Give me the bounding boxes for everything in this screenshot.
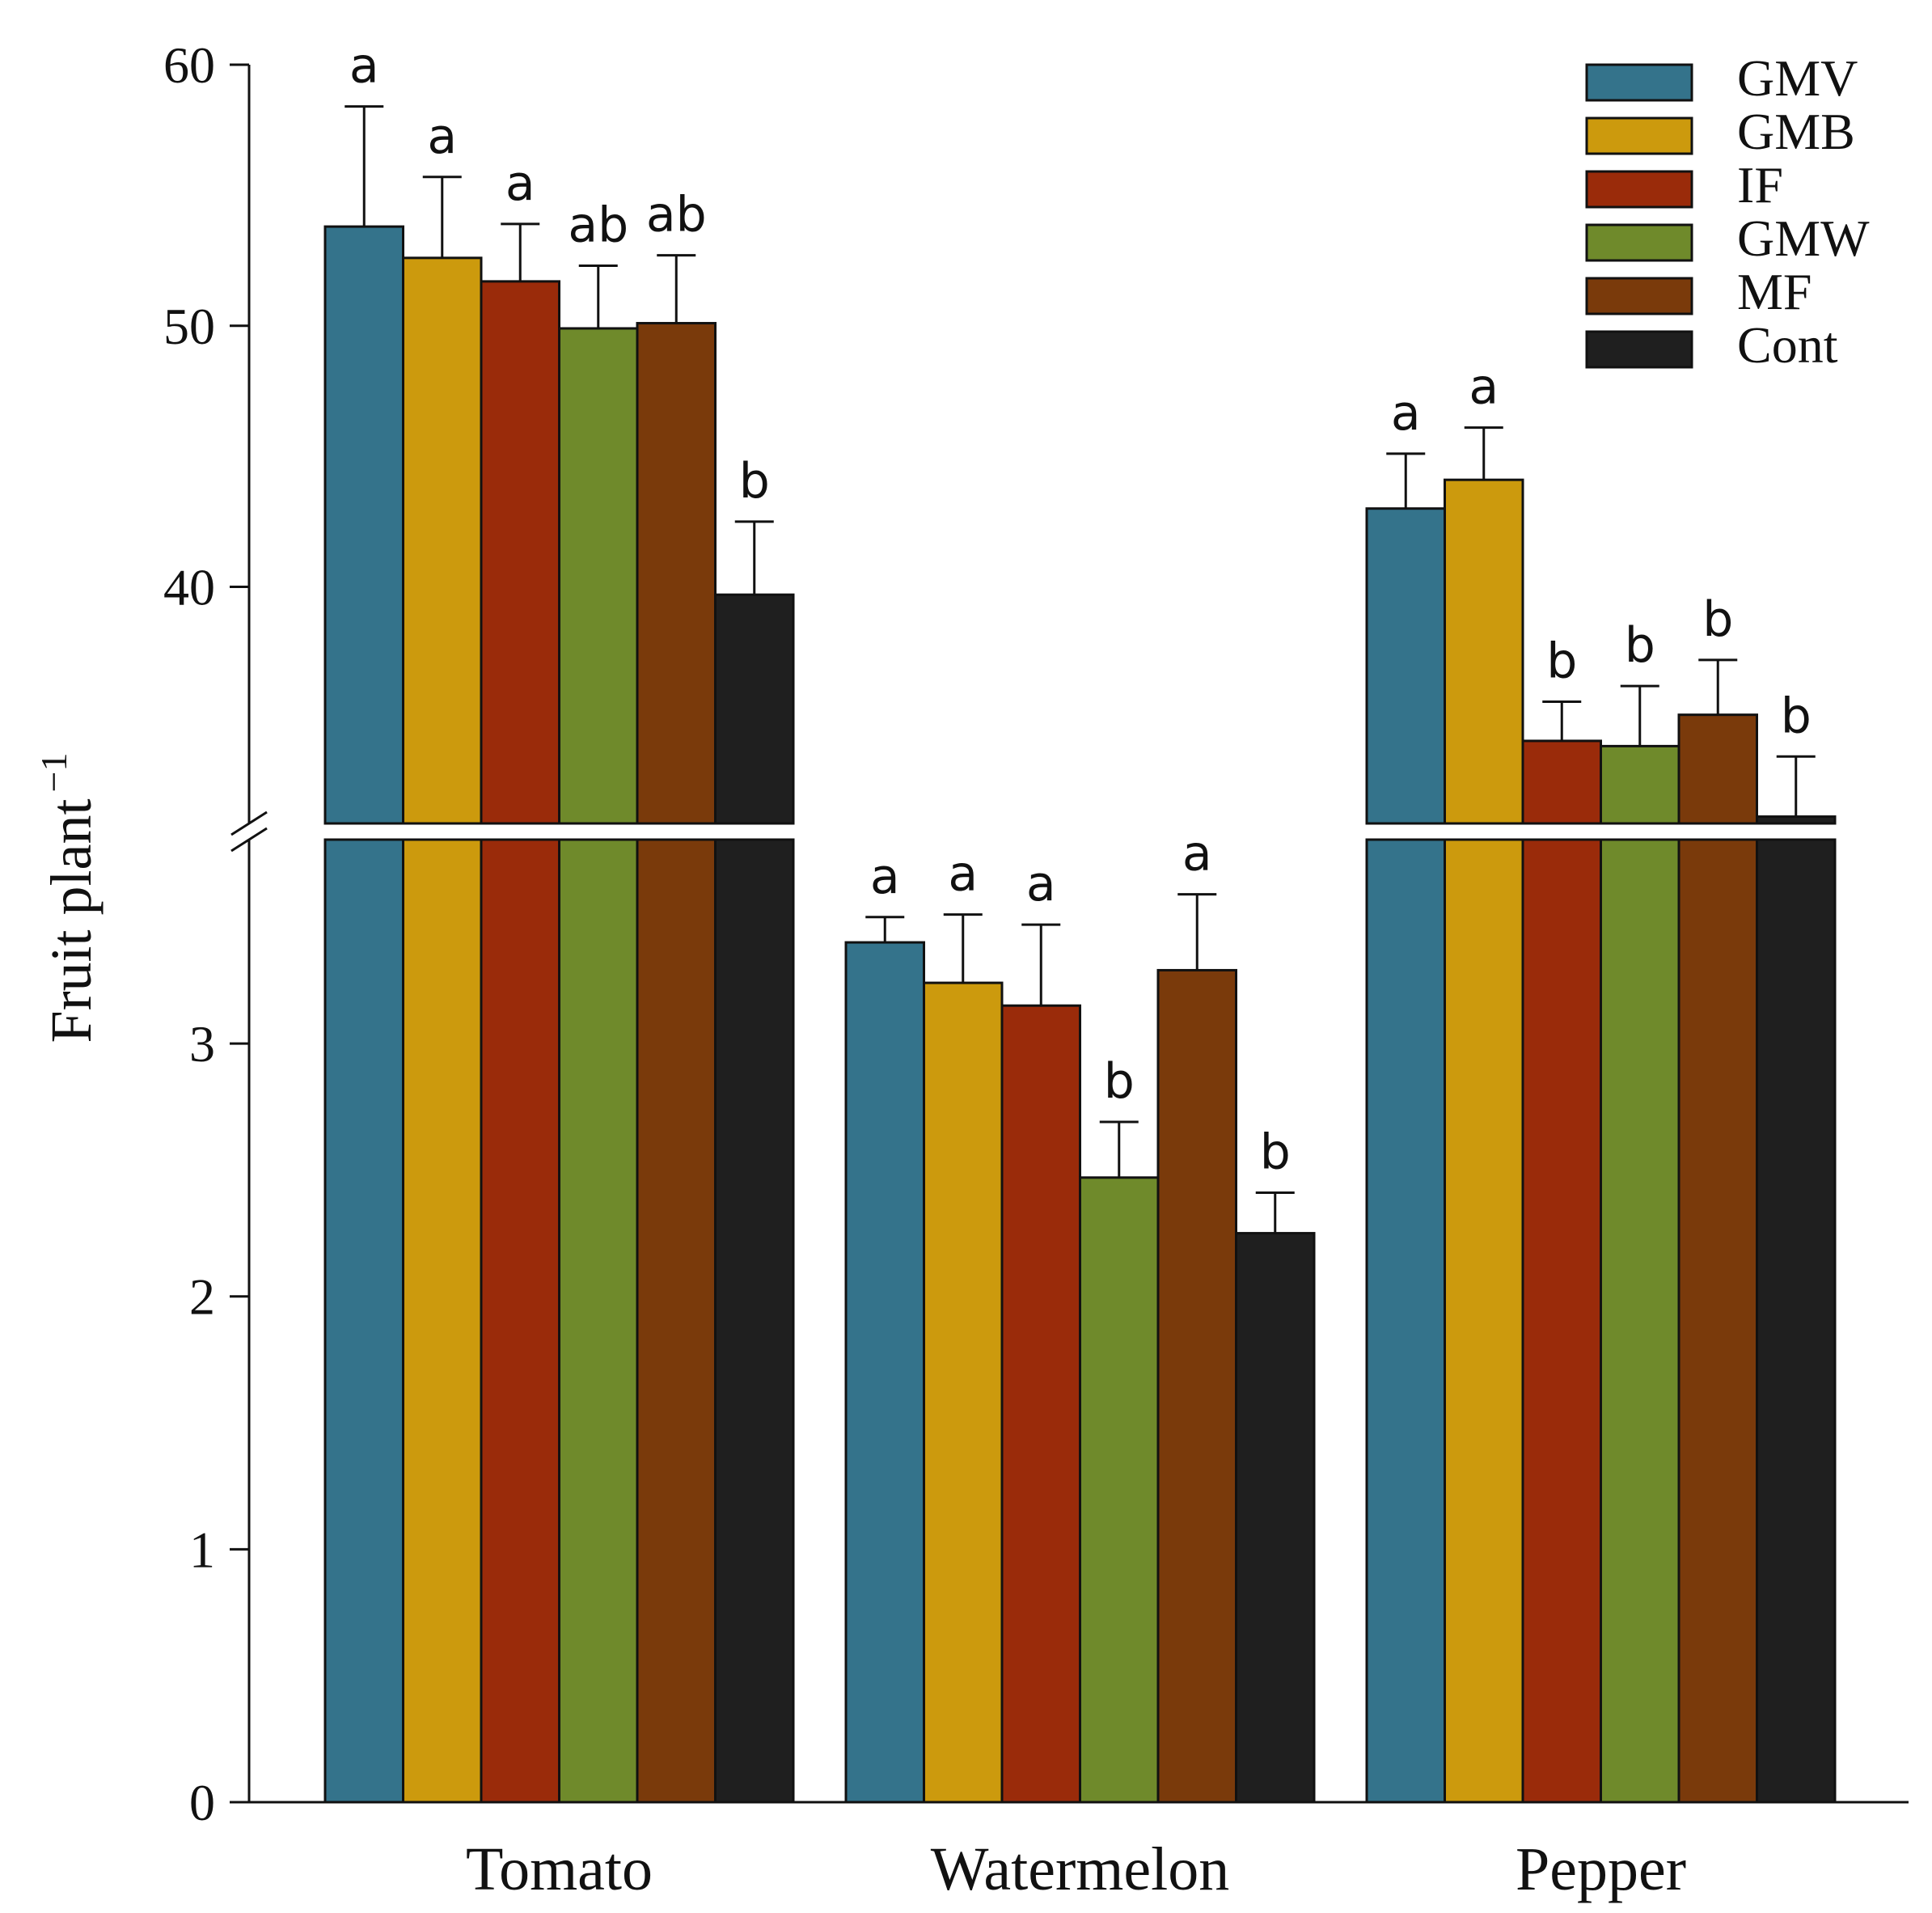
significance-letter: b [1104, 1053, 1135, 1110]
significance-letter: b [1781, 688, 1812, 744]
bar-gmb-pepper-upper [1444, 478, 1524, 825]
significance-letter: b [1702, 591, 1733, 648]
significance-letter: ab [568, 197, 628, 254]
category-label-pepper: Pepper [1516, 1835, 1686, 1903]
bar-gmw-tomato-lower [558, 838, 639, 1804]
bar-if-tomato-upper [480, 280, 560, 825]
significance-letter: a [1182, 826, 1212, 882]
legend-swatch-cont [1585, 330, 1693, 369]
y-axis-label: Fruit plant−1 [33, 753, 104, 1043]
significance-letter: a [1391, 385, 1421, 442]
category-labels: Tomato Watermelon Pepper [466, 1835, 1686, 1903]
bar-mf-pepper-lower [1677, 838, 1758, 1804]
significance-letter: a [1469, 359, 1499, 416]
significance-letter: a [505, 155, 535, 212]
axes [230, 65, 1909, 1804]
bar-gmv-pepper-upper [1365, 507, 1446, 825]
bar-gmb-pepper-lower [1444, 838, 1524, 1804]
legend-label-cont: Cont [1737, 316, 1838, 374]
bar-cont-tomato-lower [714, 838, 795, 1804]
bar-if-tomato-lower [480, 838, 560, 1804]
bar-if-pepper-upper [1521, 739, 1602, 825]
y-tick-label: 0 [189, 1774, 215, 1831]
bar-gmw-watermelon [1079, 1176, 1160, 1804]
significance-letter: a [870, 849, 900, 905]
significance-letter: b [1625, 617, 1655, 674]
legend-label-gmw: GMW [1737, 209, 1870, 267]
y-axis-ticks: 40 50 60 0 1 2 3 [163, 36, 249, 1831]
y-tick-label: 1 [189, 1521, 215, 1578]
bar-cont-tomato-upper [714, 593, 795, 825]
bar-gmb-watermelon [923, 981, 1004, 1804]
axis-break-mark-upper [230, 810, 268, 836]
significance-letter: ab [646, 187, 707, 243]
legend-label-gmb: GMB [1737, 103, 1855, 160]
significance-letter: b [1546, 633, 1577, 690]
bar-gmw-pepper-lower [1600, 838, 1680, 1804]
legend-swatch-gmw [1585, 223, 1693, 262]
y-tick-label: 3 [189, 1015, 215, 1073]
y-tick-label: 40 [163, 559, 215, 616]
bar-if-pepper-lower [1521, 838, 1602, 1804]
bar-group-pepper: a ab b bb [1365, 359, 1837, 1804]
bar-gmv-tomato-lower [323, 838, 404, 1804]
legend-swatch-gmv [1585, 63, 1693, 102]
legend-label-if: IF [1737, 156, 1783, 214]
bar-gmv-tomato-upper [323, 225, 404, 825]
significance-letter: b [1260, 1124, 1291, 1181]
legend-swatch-gmb [1585, 116, 1693, 155]
bar-gmv-pepper-lower [1365, 838, 1446, 1804]
bar-cont-pepper-upper [1756, 815, 1837, 825]
bar-if-watermelon [1000, 1004, 1081, 1804]
significance-letter: a [427, 108, 457, 165]
legend-label-gmv: GMV [1737, 49, 1858, 107]
bar-gmb-tomato-lower [402, 838, 483, 1804]
category-label-watermelon: Watermelon [931, 1835, 1230, 1903]
legend-swatch-mf [1585, 277, 1693, 315]
bar-gmv-watermelon [844, 941, 925, 1804]
bar-gmb-tomato-upper [402, 256, 483, 825]
axis-break-mark-lower [230, 827, 268, 853]
bar-gmw-tomato-upper [558, 327, 639, 825]
bar-cont-watermelon [1235, 1232, 1316, 1804]
legend-swatch-if [1585, 170, 1693, 209]
significance-letter: b [739, 453, 770, 510]
significance-letter: a [1026, 856, 1056, 912]
bar-mf-tomato-upper [636, 322, 717, 825]
significance-letter: a [948, 846, 978, 903]
bar-mf-pepper-upper [1677, 713, 1758, 825]
y-tick-label: 50 [163, 298, 215, 355]
significance-letter: a [349, 38, 379, 95]
bar-cont-pepper-lower [1756, 838, 1837, 1804]
legend-label-mf: MF [1737, 263, 1812, 320]
bar-mf-tomato-lower [636, 838, 717, 1804]
y-tick-label: 60 [163, 36, 215, 94]
category-label-tomato: Tomato [466, 1835, 653, 1903]
bar-gmw-pepper-upper [1600, 744, 1680, 825]
bar-mf-watermelon [1156, 968, 1237, 1804]
y-tick-label: 2 [189, 1268, 215, 1326]
